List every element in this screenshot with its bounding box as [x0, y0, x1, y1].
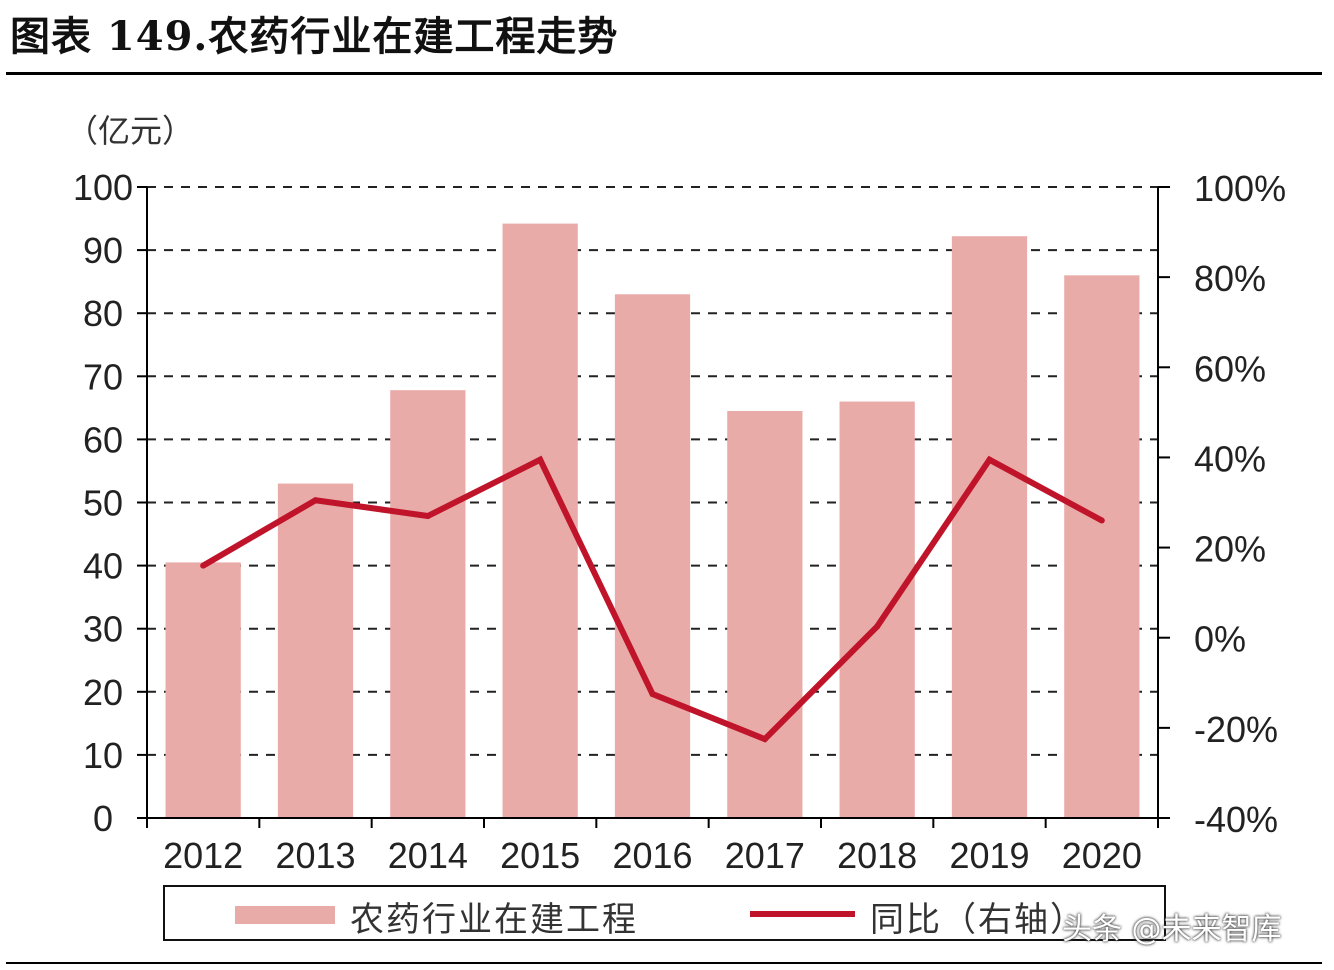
bar [390, 390, 466, 818]
yoy-point [537, 456, 544, 463]
yoy-point [874, 623, 881, 630]
bar [277, 483, 354, 818]
right-axis-tick-label: 20% [1194, 529, 1266, 570]
legend-line-label: 同比（右轴） [870, 900, 1086, 940]
x-axis-tick-label: 2018 [837, 835, 917, 876]
bar [1064, 275, 1140, 819]
left-axis-tick-label: 70 [83, 356, 123, 397]
legend-bar-swatch [235, 906, 335, 924]
left-axis-tick-label: 80 [83, 293, 123, 334]
watermark: 头条 @未来智库 [1062, 912, 1282, 947]
x-axis-tick-label: 2015 [500, 835, 580, 876]
left-axis-tick-label: 40 [83, 546, 123, 587]
left-axis-tick-label: 50 [83, 483, 123, 524]
yoy-point [761, 736, 768, 743]
x-axis-tick-label: 2016 [612, 835, 692, 876]
yoy-point [312, 497, 319, 504]
chart-title: 图表 149.农药行业在建工程走势 [10, 13, 619, 60]
yoy-point [1098, 517, 1105, 524]
x-axis-tick-label: 2019 [949, 835, 1029, 876]
bar [614, 294, 691, 818]
right-axis-tick-label: -40% [1194, 799, 1278, 840]
yoy-point [200, 562, 207, 569]
x-axis-tick-label: 2012 [163, 835, 243, 876]
left-axis-unit-label: （亿元） [66, 112, 195, 150]
right-axis-tick-label: 60% [1194, 348, 1266, 389]
bar [502, 223, 578, 818]
yoy-point [424, 513, 431, 520]
right-axis-tick-label: -20% [1194, 709, 1278, 750]
left-axis-tick-label: 20 [83, 672, 123, 713]
bar [839, 401, 915, 818]
x-axis-tick-label: 2017 [725, 835, 805, 876]
bar [727, 411, 803, 818]
left-axis-tick-label: 60 [83, 419, 123, 460]
left-axis-tick-label: 30 [83, 609, 123, 650]
bar [951, 236, 1028, 818]
left-axis-tick-label: 10 [83, 735, 123, 776]
left-axis-tick-label: 0 [93, 798, 113, 839]
bottom-divider [6, 962, 1322, 964]
yoy-point [649, 691, 656, 698]
x-axis-tick-label: 2013 [275, 835, 355, 876]
right-axis-tick-label: 80% [1194, 258, 1266, 299]
title-divider [6, 72, 1322, 75]
right-axis-tick-label: 40% [1194, 438, 1266, 479]
bar [165, 562, 241, 818]
right-axis-tick-label: 100% [1194, 168, 1286, 209]
right-axis-tick-label: 0% [1194, 619, 1246, 660]
legend-line-swatch [750, 911, 855, 917]
x-axis-tick-label: 2014 [388, 835, 468, 876]
left-axis-tick-label: 100 [73, 167, 133, 208]
yoy-point [986, 456, 993, 463]
x-axis-tick-label: 2020 [1062, 835, 1142, 876]
legend: 农药行业在建工程 同比（右轴） [163, 885, 1166, 941]
left-axis-tick-label: 90 [83, 230, 123, 271]
legend-bar-label: 农药行业在建工程 [350, 900, 638, 940]
